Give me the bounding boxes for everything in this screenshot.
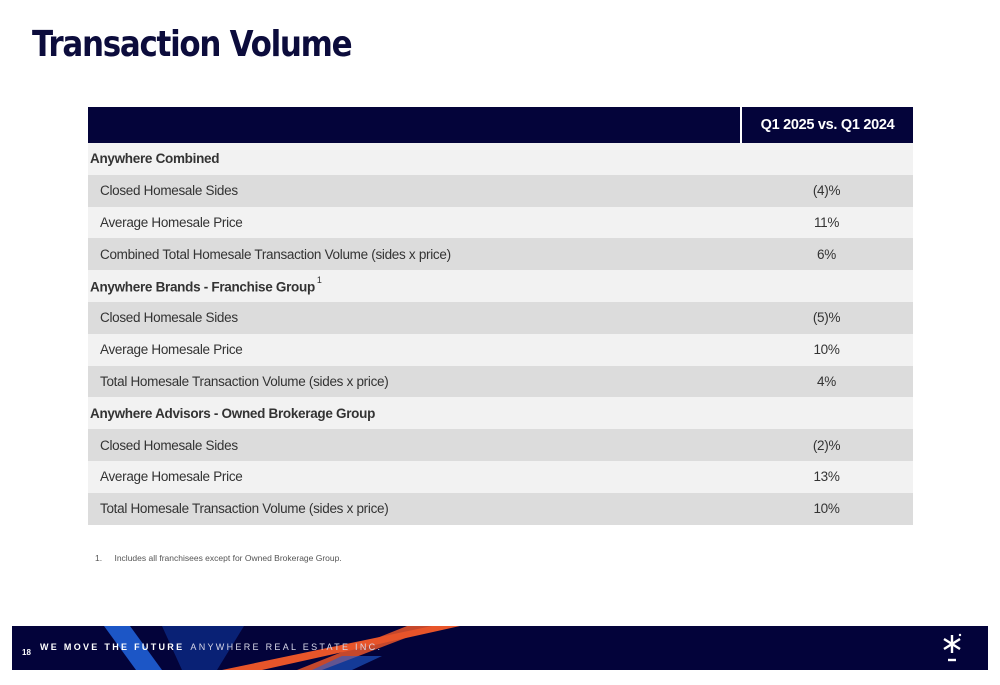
table-row: Average Homesale Price 10% bbox=[88, 333, 913, 366]
table-row: Combined Total Homesale Transaction Volu… bbox=[88, 238, 913, 271]
asterisk-logo-icon bbox=[943, 633, 962, 662]
section-row-anywhere-combined: Anywhere Combined bbox=[88, 143, 913, 175]
row-label: Anywhere Brands - Franchise Group 1 bbox=[88, 274, 740, 295]
row-value: (5)% bbox=[812, 310, 841, 326]
row-value: 10% bbox=[813, 501, 840, 517]
header-blank-cell bbox=[88, 107, 740, 143]
section-label-text: Anywhere Brands - Franchise Group bbox=[90, 279, 315, 295]
row-value: 4% bbox=[817, 373, 836, 389]
section-row-owned-brokerage-group: Anywhere Advisors - Owned Brokerage Grou… bbox=[88, 397, 913, 430]
footnote-number: 1. bbox=[95, 553, 103, 563]
row-value: 13% bbox=[813, 469, 840, 485]
footer-tagline: WE MOVE THE FUTURE ANYWHERE REAL ESTATE I… bbox=[40, 642, 382, 652]
row-label: Total Homesale Transaction Volume (sides… bbox=[100, 373, 389, 389]
row-label: Average Homesale Price bbox=[100, 342, 243, 358]
row-label: Closed Homesale Sides bbox=[100, 183, 238, 199]
row-label: Combined Total Homesale Transaction Volu… bbox=[100, 246, 451, 262]
row-label: Anywhere Advisors - Owned Brokerage Grou… bbox=[90, 405, 376, 421]
footer-banner: 18 WE MOVE THE FUTURE ANYWHERE REAL ESTAT… bbox=[12, 626, 988, 670]
footnote-text: Includes all franchisees except for Owne… bbox=[114, 553, 342, 563]
row-value: (2)% bbox=[812, 437, 841, 453]
page-number: 18 bbox=[22, 648, 31, 657]
row-value: 10% bbox=[813, 342, 840, 358]
footer-stripe-graphic bbox=[104, 626, 460, 670]
row-label: Closed Homesale Sides bbox=[100, 310, 238, 326]
row-label: Average Homesale Price bbox=[100, 469, 243, 485]
table-row: Average Homesale Price 13% bbox=[88, 460, 913, 493]
table-row: Closed Homesale Sides (4)% bbox=[88, 174, 913, 207]
page-title: Transaction Volume bbox=[32, 24, 353, 65]
row-label: Anywhere Combined bbox=[90, 151, 220, 167]
table-header: Q1 2025 vs. Q1 2024 bbox=[88, 107, 913, 143]
footnote: 1. Includes all franchisees except for O… bbox=[95, 553, 342, 563]
table-row: Average Homesale Price 11% bbox=[88, 206, 913, 239]
row-label: Average Homesale Price bbox=[100, 214, 243, 230]
transaction-volume-table: Q1 2025 vs. Q1 2024 Anywhere Combined Cl… bbox=[88, 107, 913, 525]
row-value: (4)% bbox=[812, 183, 841, 199]
row-label: Total Homesale Transaction Volume (sides… bbox=[100, 501, 389, 517]
table-row: Closed Homesale Sides (5)% bbox=[88, 301, 913, 334]
table-row: Total Homesale Transaction Volume (sides… bbox=[88, 365, 913, 398]
row-label: Closed Homesale Sides bbox=[100, 437, 238, 453]
footnote-marker: 1 bbox=[316, 274, 322, 285]
row-value: 11% bbox=[813, 214, 840, 230]
table-row: Total Homesale Transaction Volume (sides… bbox=[88, 492, 913, 525]
tagline-bold: WE MOVE THE FUTURE bbox=[40, 642, 185, 652]
table-row: Closed Homesale Sides (2)% bbox=[88, 429, 913, 461]
tagline-company: ANYWHERE REAL ESTATE INC. bbox=[190, 642, 383, 652]
section-row-franchise-group: Anywhere Brands - Franchise Group 1 bbox=[88, 270, 913, 302]
row-value: 6% bbox=[817, 246, 836, 262]
column-header-q1-comparison: Q1 2025 vs. Q1 2024 bbox=[740, 107, 913, 143]
